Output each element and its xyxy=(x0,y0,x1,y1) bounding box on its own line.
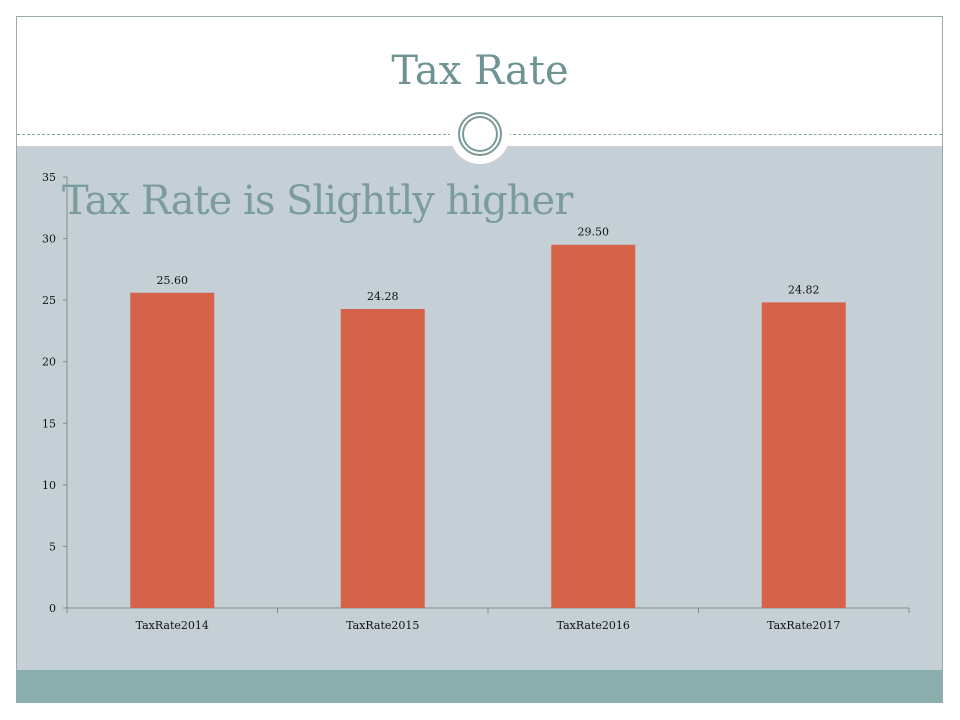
x-tick-label: TaxRate2015 xyxy=(346,619,419,632)
circle-ornament-icon xyxy=(458,112,502,156)
bar xyxy=(340,309,425,608)
y-tick-label: 15 xyxy=(42,417,56,430)
footer-band xyxy=(17,670,942,703)
y-tick-label: 5 xyxy=(49,540,56,553)
y-tick-label: 0 xyxy=(49,602,56,615)
bar xyxy=(130,292,215,608)
y-tick-label: 25 xyxy=(42,294,56,307)
y-tick-label: 10 xyxy=(42,479,56,492)
data-label: 24.28 xyxy=(367,290,399,303)
slide-title: Tax Rate xyxy=(391,48,569,94)
x-tick-label: TaxRate2017 xyxy=(767,619,840,632)
y-tick-label: 35 xyxy=(42,171,56,184)
bar xyxy=(761,302,846,608)
data-label: 29.50 xyxy=(578,226,610,239)
bar xyxy=(551,244,636,608)
data-label: 24.82 xyxy=(788,283,820,296)
slide-subtitle: Tax Rate is Slightly higher xyxy=(62,178,573,224)
data-label: 25.60 xyxy=(157,274,189,287)
y-tick-label: 30 xyxy=(42,233,56,246)
y-tick-label: 20 xyxy=(42,356,56,369)
x-tick-label: TaxRate2014 xyxy=(136,619,209,632)
x-tick-label: TaxRate2016 xyxy=(557,619,630,632)
